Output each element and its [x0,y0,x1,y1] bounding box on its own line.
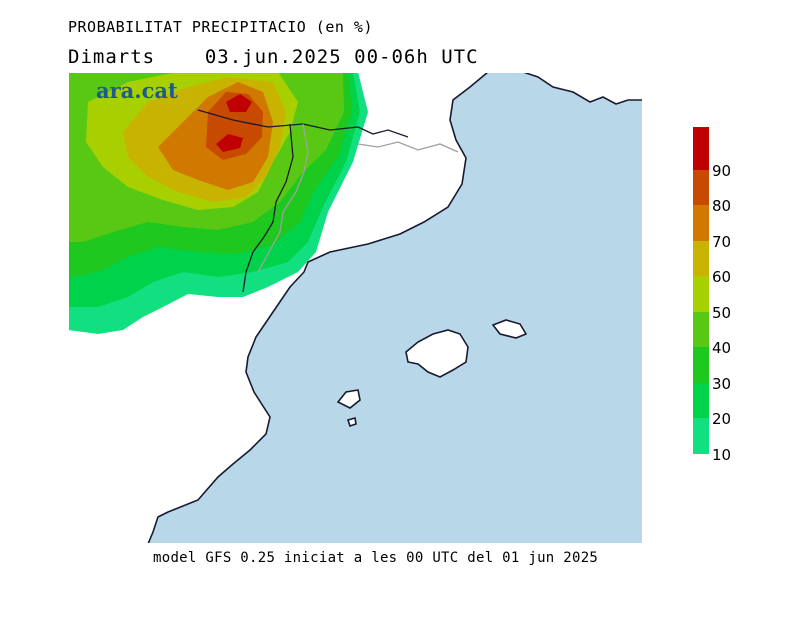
legend-colorbar [693,127,709,454]
model-info: model GFS 0.25 iniciat a les 00 UTC del … [153,550,599,566]
legend-swatch [693,169,709,206]
island-ibiza [336,389,361,409]
legend-label: 30 [712,374,732,393]
legend-label: 10 [712,446,732,464]
legend-swatch [693,127,709,170]
coastline [147,72,643,544]
map-title: PROBABILITAT PRECIPITACIO (en %) [68,18,373,36]
legend-label: 70 [712,232,732,251]
map-frame [68,72,643,544]
legend-label: 90 [712,161,732,180]
legend-label: 40 [712,339,732,358]
legend-label: 20 [712,410,732,429]
precip-90-a [226,94,252,112]
legend-label: 60 [712,268,732,287]
border-line-grey [257,123,459,273]
border-line-aragon-catalonia [242,123,294,293]
precipitation-map [68,72,643,544]
forecast-period: 00-06h UTC [354,46,479,68]
legend-swatch [693,347,709,383]
legend-swatch [693,311,709,348]
legend-swatch [693,205,709,241]
legend-label: 80 [712,197,732,216]
legend-swatch [693,276,709,312]
island-menorca [491,319,528,339]
legend-swatch [693,382,709,419]
legend-swatch [693,240,709,277]
forecast-day: Dimarts [68,46,156,68]
legend-label: 50 [712,303,732,322]
island-mallorca [405,329,469,378]
forecast-date: 03.jun.2025 [204,46,342,68]
legend-swatch [693,418,709,454]
border-line-andorra-france [197,109,409,138]
ara-cat-logo: ara.cat [96,78,178,103]
island-formentera [346,416,357,428]
map-subtitle: Dimarts 03.jun.2025 00-06h UTC [68,46,479,68]
precip-90-b [216,134,243,152]
sea-area [148,72,643,544]
